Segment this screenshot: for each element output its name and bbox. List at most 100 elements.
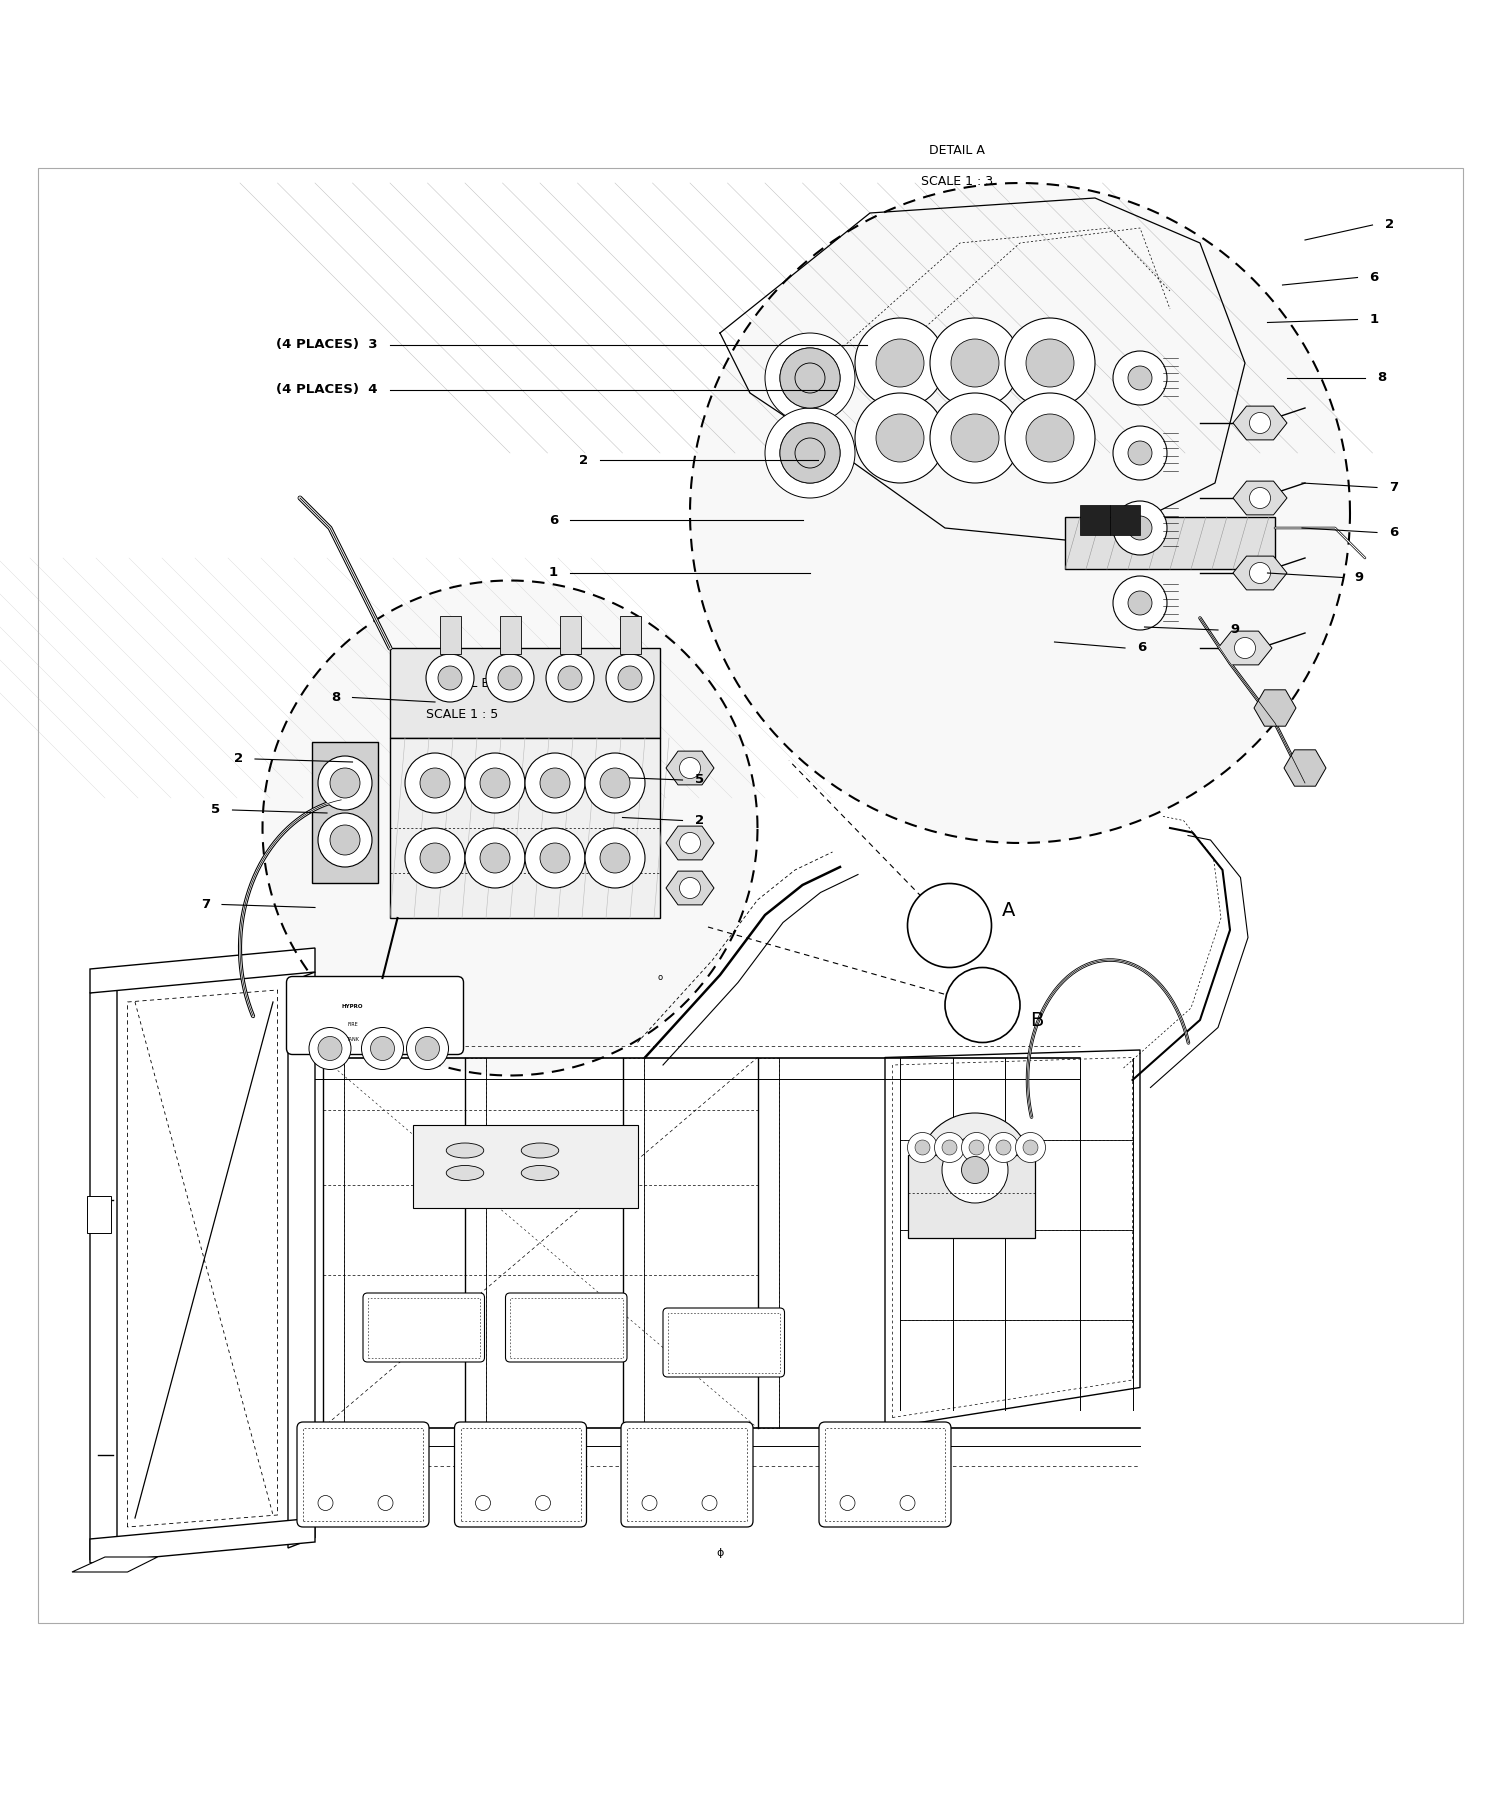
Circle shape [942,1138,1008,1202]
Circle shape [780,423,840,482]
Circle shape [1023,1139,1038,1156]
Text: 6: 6 [1389,526,1398,538]
Circle shape [465,828,525,887]
Text: ϕ: ϕ [717,1548,723,1557]
Circle shape [585,752,645,814]
Polygon shape [390,648,660,738]
Circle shape [330,824,360,855]
Text: A: A [1002,902,1016,920]
Text: 7: 7 [201,898,210,911]
Circle shape [546,653,594,702]
Circle shape [370,1037,394,1060]
Circle shape [680,758,700,778]
Circle shape [918,1112,1032,1228]
Circle shape [680,832,700,853]
Circle shape [1128,441,1152,464]
Circle shape [1234,637,1256,659]
Circle shape [1016,1132,1046,1163]
Circle shape [540,842,570,873]
FancyBboxPatch shape [819,1422,951,1526]
FancyBboxPatch shape [312,742,378,884]
Circle shape [480,842,510,873]
Text: 5: 5 [694,774,703,787]
Circle shape [525,752,585,814]
Polygon shape [90,949,315,994]
FancyBboxPatch shape [413,1125,638,1208]
Text: 1: 1 [1370,313,1378,326]
Circle shape [962,1157,988,1184]
Circle shape [930,392,1020,482]
Circle shape [765,333,855,423]
Text: B: B [1030,1010,1044,1030]
Circle shape [600,769,630,797]
Circle shape [1005,392,1095,482]
Text: 9: 9 [1354,571,1364,583]
Text: 7: 7 [1389,481,1398,493]
FancyBboxPatch shape [663,1309,784,1377]
Ellipse shape [447,1166,483,1181]
Polygon shape [666,826,714,860]
Circle shape [908,884,992,968]
Text: FIRE: FIRE [346,1022,358,1028]
Circle shape [1026,414,1074,463]
Circle shape [606,653,654,702]
Circle shape [486,653,534,702]
Circle shape [765,409,855,499]
FancyBboxPatch shape [454,1422,586,1526]
Circle shape [969,1139,984,1156]
Circle shape [1113,351,1167,405]
Text: DETAIL B: DETAIL B [433,677,490,689]
Bar [560,616,580,653]
Circle shape [690,184,1350,842]
Bar [1110,506,1140,535]
Text: (4 PLACES)  3: (4 PLACES) 3 [276,338,378,351]
FancyBboxPatch shape [286,976,464,1055]
Circle shape [680,877,700,898]
Text: DETAIL A: DETAIL A [928,144,986,157]
Text: o: o [657,974,663,983]
Polygon shape [1284,751,1326,787]
Circle shape [795,364,825,392]
Circle shape [915,1139,930,1156]
Text: 2: 2 [694,814,703,826]
Circle shape [876,414,924,463]
FancyBboxPatch shape [363,1292,484,1363]
Circle shape [1250,412,1270,434]
Circle shape [1128,365,1152,391]
Circle shape [840,1496,855,1510]
Bar [87,1195,111,1233]
Ellipse shape [522,1143,558,1157]
Circle shape [1113,427,1167,481]
Ellipse shape [447,1143,483,1157]
Text: SCALE 1 : 3: SCALE 1 : 3 [921,175,993,189]
Text: (4 PLACES)  4: (4 PLACES) 4 [276,383,378,396]
Circle shape [618,666,642,689]
Circle shape [1005,319,1095,409]
Circle shape [780,423,840,482]
FancyBboxPatch shape [621,1422,753,1526]
Text: 2: 2 [1384,218,1394,232]
Polygon shape [90,1517,315,1562]
Circle shape [780,347,840,409]
Circle shape [855,392,945,482]
Text: 9: 9 [1230,623,1239,637]
Circle shape [318,1496,333,1510]
Polygon shape [1233,407,1287,439]
Bar [440,616,460,653]
Circle shape [996,1139,1011,1156]
Circle shape [362,1028,404,1069]
Circle shape [426,653,474,702]
Circle shape [378,1496,393,1510]
Text: HYPRO: HYPRO [342,1004,363,1010]
Circle shape [702,1496,717,1510]
Ellipse shape [522,1166,558,1181]
Circle shape [945,967,1020,1042]
Circle shape [420,842,450,873]
Circle shape [930,319,1020,409]
Circle shape [600,842,630,873]
Polygon shape [90,983,117,1561]
Text: 6: 6 [1370,272,1378,284]
FancyBboxPatch shape [297,1422,429,1526]
Text: 1: 1 [549,567,558,580]
Circle shape [876,338,924,387]
